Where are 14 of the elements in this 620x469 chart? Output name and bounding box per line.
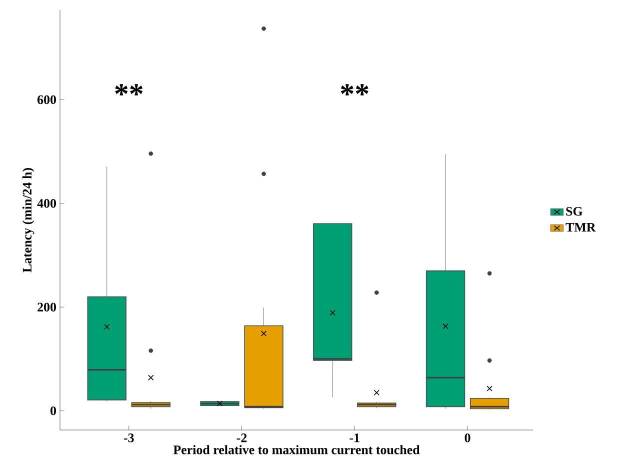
y-tick-label: 0 [50, 406, 56, 416]
annotation: ** [340, 84, 368, 96]
y-axis-title: Latency (min/24 h) [22, 168, 34, 272]
legend-label: SG [566, 206, 582, 216]
x-tick-label: -2 [236, 434, 247, 442]
legend-label: TMR [566, 223, 596, 232]
x-tick-label: -3 [124, 434, 134, 442]
y-tick-label: 600 [37, 95, 56, 104]
annotation: ** [115, 84, 143, 96]
y-tick-label: 400 [37, 199, 56, 208]
x-tick-label: -1 [350, 434, 360, 442]
x-axis-title: Period relative to maximum current touched [173, 445, 420, 454]
x-tick-label: 0 [464, 434, 470, 442]
y-tick-label: 200 [38, 302, 56, 312]
